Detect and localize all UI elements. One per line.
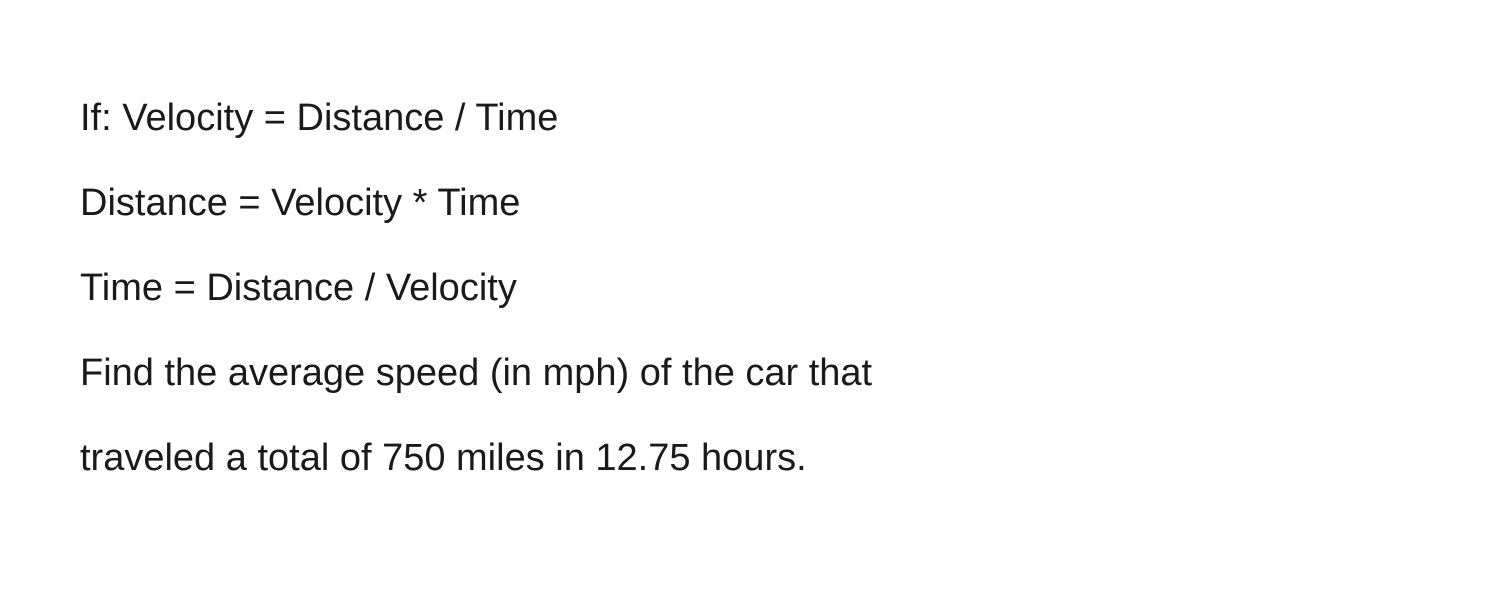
question-line-2: traveled a total of 750 miles in 12.75 h… [80,430,1420,487]
question-line-1: Find the average speed (in mph) of the c… [80,345,1420,402]
formula-line-2: Distance = Velocity * Time [80,175,1420,232]
formula-line-1: If: Velocity = Distance / Time [80,90,1420,147]
problem-text: If: Velocity = Distance / Time Distance … [80,90,1420,487]
formula-line-3: Time = Distance / Velocity [80,260,1420,317]
